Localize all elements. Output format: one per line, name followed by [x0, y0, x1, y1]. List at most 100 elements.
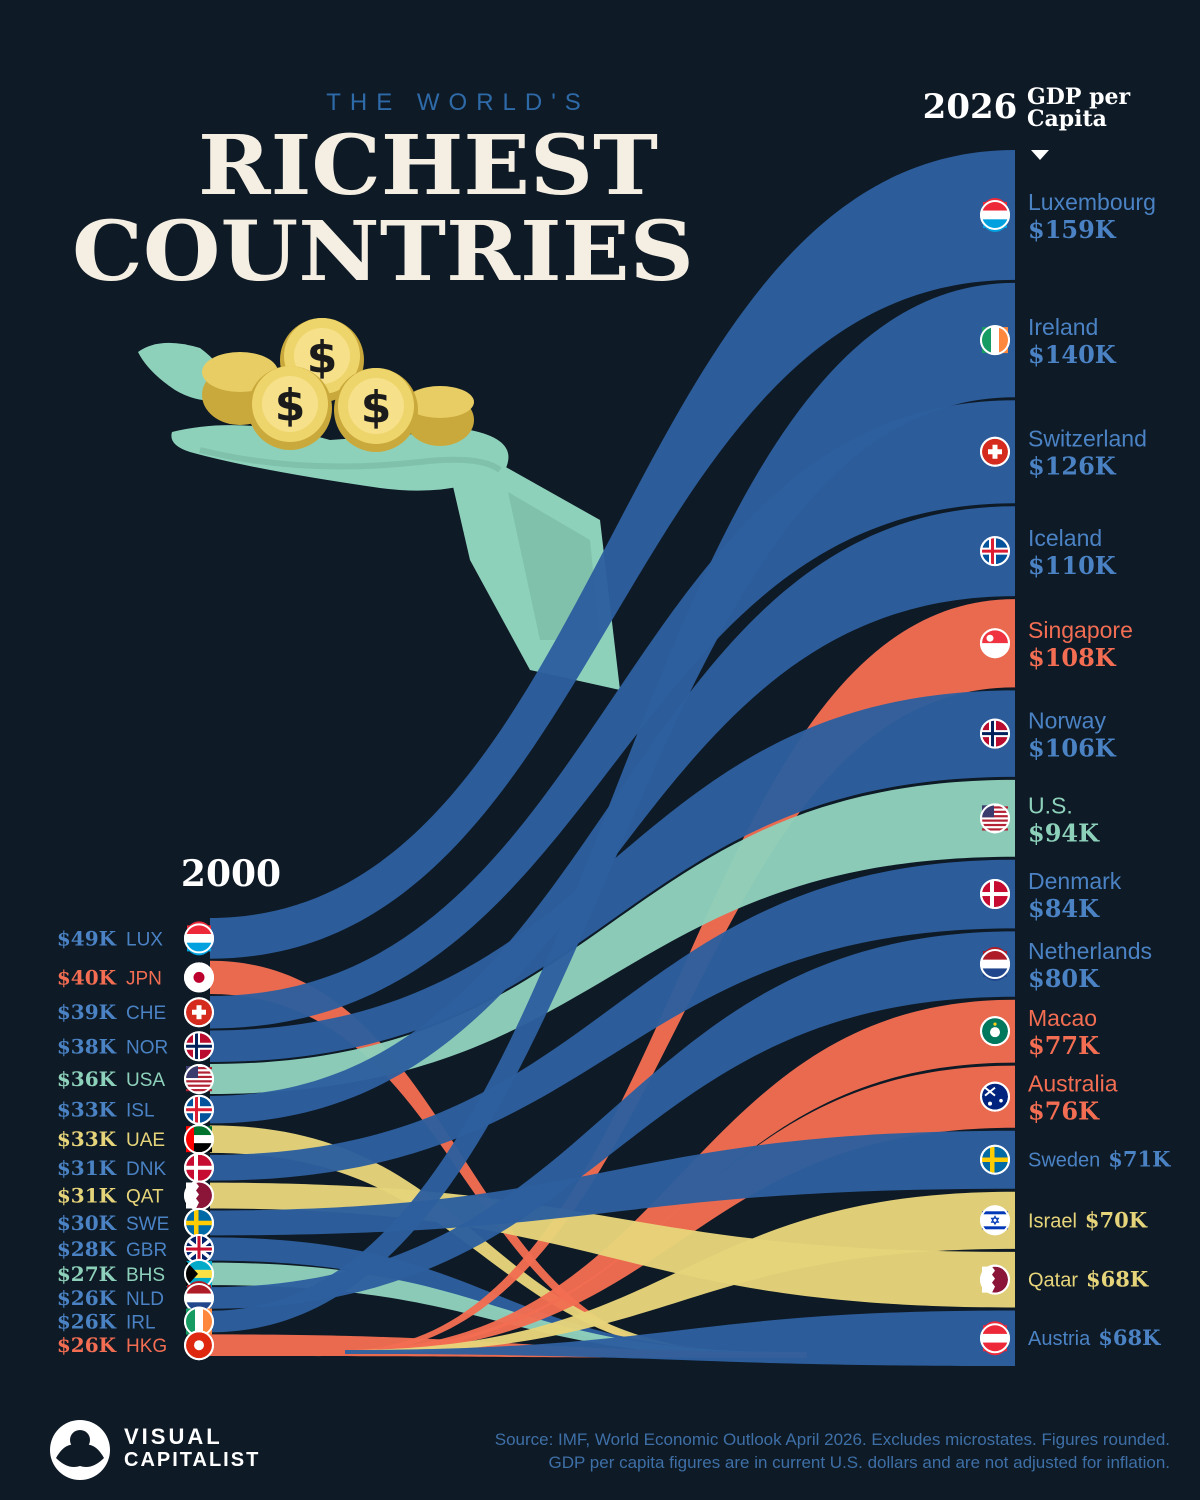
right-value-label: $68K	[1086, 1267, 1149, 1292]
year-2026-label: 2026	[923, 87, 1018, 127]
ireland-flag-icon	[980, 325, 1010, 356]
right-value-label: $94K	[1028, 818, 1100, 847]
right-country-name: Macao	[1028, 1005, 1097, 1031]
right-labels-2026: Luxembourg$159KIreland$140KSwitzerland$1…	[980, 189, 1171, 1356]
sweden-flag-icon	[184, 1207, 214, 1238]
right-country-name: Austria	[1028, 1328, 1091, 1350]
japan-flag-icon	[184, 962, 214, 993]
gdp-label-line2: Capita	[1027, 106, 1107, 132]
left-country-code: DNK	[126, 1159, 166, 1180]
netherlands-flag-icon	[184, 1280, 214, 1315]
right-value-label: $106K	[1028, 734, 1117, 763]
austria-flag-icon	[980, 1321, 1010, 1356]
year-2000-label: 2000	[181, 853, 281, 895]
flow-band-usa	[210, 779, 1015, 1094]
left-value-label: $39K	[57, 1000, 117, 1024]
left-value-label: $33K	[57, 1098, 117, 1122]
left-value-label: $31K	[57, 1156, 117, 1180]
right-country-name: Qatar	[1028, 1270, 1078, 1292]
hongkong-flag-icon	[184, 1330, 214, 1361]
right-value-label: $110K	[1028, 551, 1117, 580]
right-value-label: $76K	[1028, 1097, 1100, 1126]
right-country-name: U.S.	[1028, 792, 1073, 818]
flow-band-entry-austria	[345, 1310, 1015, 1366]
left-value-label: $31K	[57, 1184, 117, 1208]
sweden-flag-icon	[980, 1144, 1010, 1175]
left-value-label: $36K	[57, 1067, 117, 1091]
gdp-label-line1: GDP per	[1027, 84, 1130, 110]
right-country-name: Luxembourg	[1028, 189, 1156, 215]
macao-flag-icon	[980, 1016, 1010, 1047]
left-country-code: HKG	[126, 1336, 167, 1357]
right-country-name: Israel	[1028, 1210, 1077, 1232]
norway-flag-icon	[184, 1031, 214, 1062]
norway-flag-icon	[980, 718, 1010, 749]
right-country-name: Iceland	[1028, 525, 1102, 551]
visual-capitalist-logo	[50, 1420, 110, 1480]
source-note-line1: Source: IMF, World Economic Outlook Apri…	[495, 1430, 1170, 1449]
left-value-label: $26K	[57, 1333, 117, 1357]
left-labels-2000: $49K LUX $40K JPN $39K CHE $38K NOR $36K USA $33K I…	[57, 921, 214, 1361]
left-country-code: IRL	[126, 1313, 156, 1334]
flow-band-nld	[210, 931, 1015, 1309]
left-value-label: $27K	[57, 1262, 117, 1286]
brand-line2: CAPITALIST	[124, 1449, 260, 1471]
left-value-label: $40K	[57, 965, 117, 989]
right-value-label: $84K	[1028, 894, 1100, 923]
flow-band-lux	[210, 150, 1015, 959]
left-country-code: NLD	[126, 1289, 164, 1310]
right-country-name: Netherlands	[1028, 938, 1152, 964]
svg-text:$: $	[361, 382, 392, 433]
left-country-code: BHS	[126, 1265, 165, 1286]
switzerland-flag-icon	[980, 436, 1010, 467]
left-country-code: GBR	[126, 1240, 167, 1261]
australia-flag-icon	[980, 1081, 1010, 1112]
uae-flag-icon	[184, 1124, 214, 1155]
iceland-flag-icon	[980, 536, 1010, 567]
israel-flag-icon	[980, 1205, 1010, 1236]
left-value-label: $30K	[57, 1211, 117, 1235]
right-value-label: $77K	[1028, 1031, 1100, 1060]
right-country-name: Denmark	[1028, 868, 1122, 894]
right-value-label: $71K	[1108, 1147, 1171, 1172]
usa-flag-icon	[980, 803, 1010, 834]
left-value-label: $33K	[57, 1127, 117, 1151]
left-value-label: $49K	[57, 926, 117, 950]
right-country-name: Ireland	[1028, 314, 1098, 340]
right-country-name: Sweden	[1028, 1150, 1100, 1172]
left-country-code: QAT	[126, 1187, 164, 1208]
iceland-flag-icon	[184, 1094, 214, 1125]
right-value-label: $70K	[1085, 1207, 1148, 1232]
switzerland-flag-icon	[184, 997, 214, 1028]
source-note-line2: GDP per capita figures are in current U.…	[549, 1453, 1170, 1472]
right-country-name: Norway	[1028, 708, 1106, 734]
flow-band-dnk	[210, 859, 1015, 1181]
right-value-label: $159K	[1028, 215, 1117, 244]
left-value-label: $26K	[57, 1286, 117, 1310]
right-value-label: $80K	[1028, 964, 1100, 993]
denmark-flag-icon	[184, 1152, 214, 1183]
title-line1: RICHEST	[198, 118, 658, 214]
svg-text:$: $	[275, 380, 306, 431]
flow-band-che	[210, 400, 1015, 1029]
left-value-label: $28K	[57, 1237, 117, 1261]
brand-line1: VISUAL	[124, 1424, 223, 1449]
left-value-label: $38K	[57, 1034, 117, 1058]
down-arrow-icon	[1031, 150, 1049, 160]
flow-band-nor	[210, 690, 1015, 1063]
denmark-flag-icon	[980, 879, 1010, 910]
right-value-label: $68K	[1098, 1325, 1161, 1350]
hand-with-coins-illustration: $ $ $	[138, 318, 620, 690]
qatar-flag-icon	[184, 1180, 214, 1211]
right-country-name: Switzerland	[1028, 426, 1147, 452]
left-country-code: UAE	[126, 1130, 165, 1151]
right-country-name: Australia	[1028, 1071, 1118, 1097]
singapore-flag-icon	[980, 628, 1010, 659]
usa-flag-icon	[184, 1064, 214, 1095]
title-kicker: THE WORLD'S	[326, 89, 590, 116]
left-country-code: USA	[126, 1070, 165, 1091]
right-country-name: Singapore	[1028, 617, 1133, 643]
title-line2: COUNTRIES	[72, 204, 694, 300]
right-value-label: $108K	[1028, 643, 1117, 672]
